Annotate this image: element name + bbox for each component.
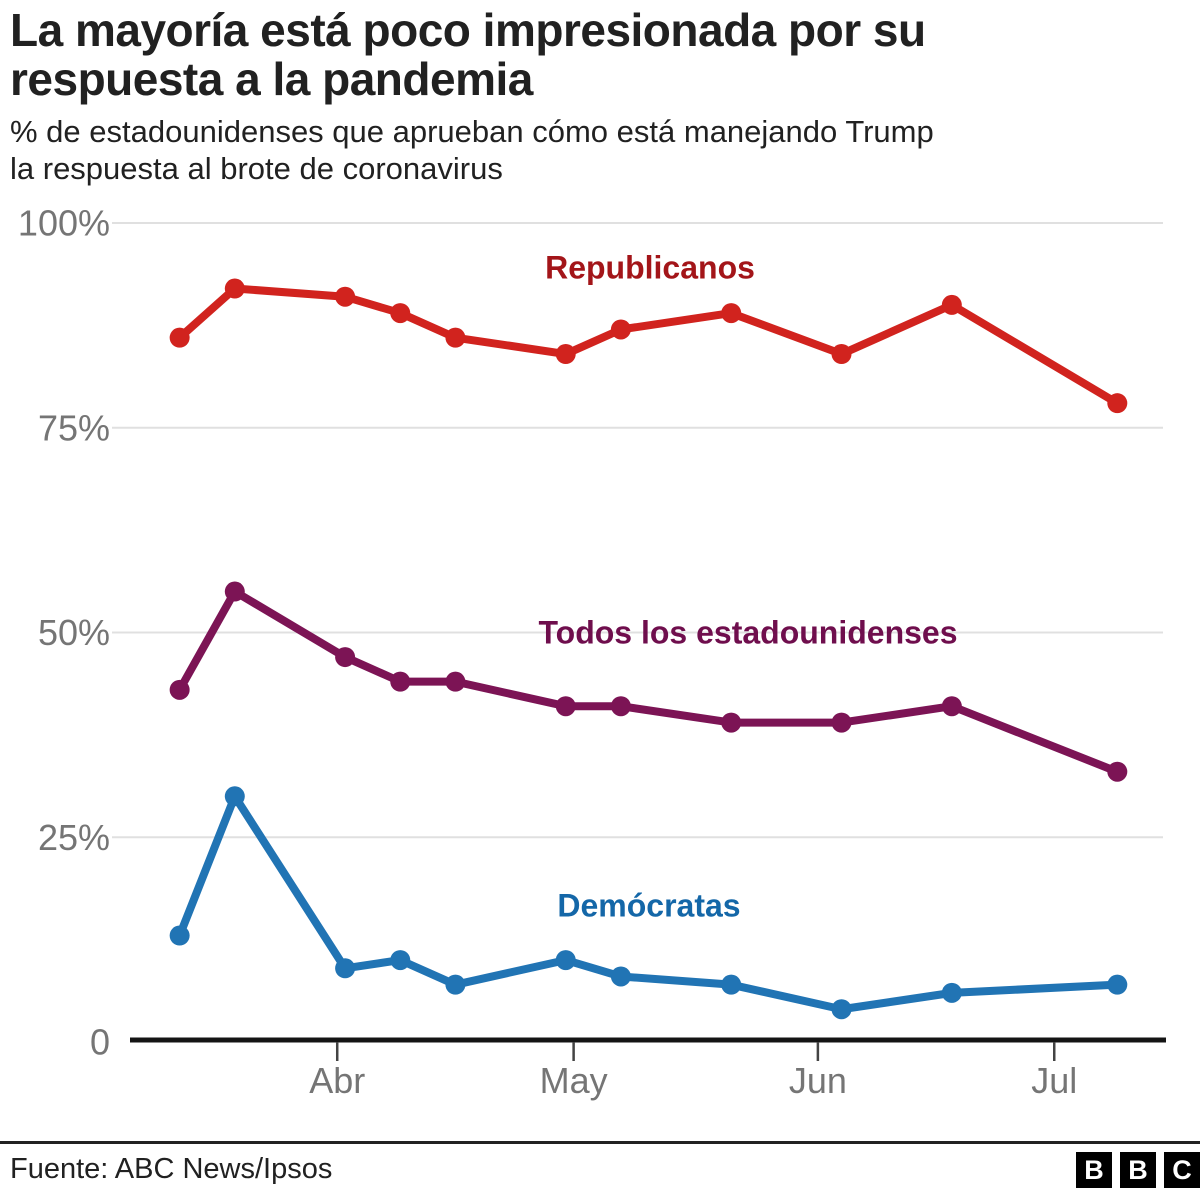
data-point: [390, 950, 411, 971]
data-point: [335, 286, 356, 307]
data-point: [941, 696, 962, 717]
chart-subtitle-line1: % de estadounidenses que aprueban cómo e…: [10, 114, 934, 149]
data-point: [335, 647, 356, 668]
y-tick-label: 50%: [38, 612, 110, 653]
data-point: [610, 696, 631, 717]
series-label-democratas: Demócratas: [557, 887, 741, 924]
data-point: [224, 581, 245, 602]
data-point: [721, 712, 742, 733]
y-tick-label: 100%: [18, 203, 110, 244]
data-point: [555, 344, 576, 365]
bbc-logo: B B C: [1076, 1152, 1200, 1188]
data-point: [1107, 974, 1128, 995]
series-label-todos: Todos los estadounidenses: [538, 614, 958, 651]
data-point: [610, 319, 631, 340]
data-point: [445, 974, 466, 995]
data-point: [169, 679, 190, 700]
chart-title: La mayoría está poco impresionada por su…: [10, 6, 1110, 104]
chart-subtitle: % de estadounidenses que aprueban cómo e…: [10, 113, 1180, 187]
data-point: [1107, 761, 1128, 782]
bbc-logo-letter: B: [1120, 1152, 1156, 1188]
x-tick-label: May: [540, 1060, 608, 1101]
data-point: [831, 999, 852, 1020]
data-point: [831, 712, 852, 733]
data-point: [390, 671, 411, 692]
chart-subtitle-line2: la respuesta al brote de coronavirus: [10, 151, 503, 186]
data-point: [555, 950, 576, 971]
data-point: [721, 303, 742, 324]
bbc-logo-letter: B: [1076, 1152, 1112, 1188]
data-point: [941, 982, 962, 1003]
chart-title-line1: La mayoría está poco impresionada por su: [10, 4, 926, 56]
x-tick-label: Abr: [309, 1060, 365, 1101]
data-point: [224, 278, 245, 299]
data-point: [941, 294, 962, 315]
data-point: [169, 327, 190, 348]
data-point: [224, 786, 245, 807]
data-point: [390, 303, 411, 324]
y-tick-label: 75%: [38, 407, 110, 448]
data-point: [169, 925, 190, 946]
data-point: [721, 974, 742, 995]
data-point: [1107, 393, 1128, 414]
y-tick-label: 0: [90, 1022, 110, 1063]
data-point: [445, 671, 466, 692]
data-point: [831, 344, 852, 365]
data-point: [555, 696, 576, 717]
bbc-logo-letter: C: [1164, 1152, 1200, 1188]
x-tick-label: Jun: [789, 1060, 847, 1101]
data-point: [610, 966, 631, 987]
data-point: [445, 327, 466, 348]
chart-title-line2: respuesta a la pandemia: [10, 53, 533, 105]
footer-divider: [0, 1141, 1200, 1144]
y-tick-label: 25%: [38, 817, 110, 858]
source-text: Fuente: ABC News/Ipsos: [10, 1153, 333, 1185]
series-line-republicanos: [175, 284, 1122, 408]
x-tick-label: Jul: [1031, 1060, 1077, 1101]
series-label-republicanos: Republicanos: [545, 249, 755, 286]
data-point: [335, 958, 356, 979]
